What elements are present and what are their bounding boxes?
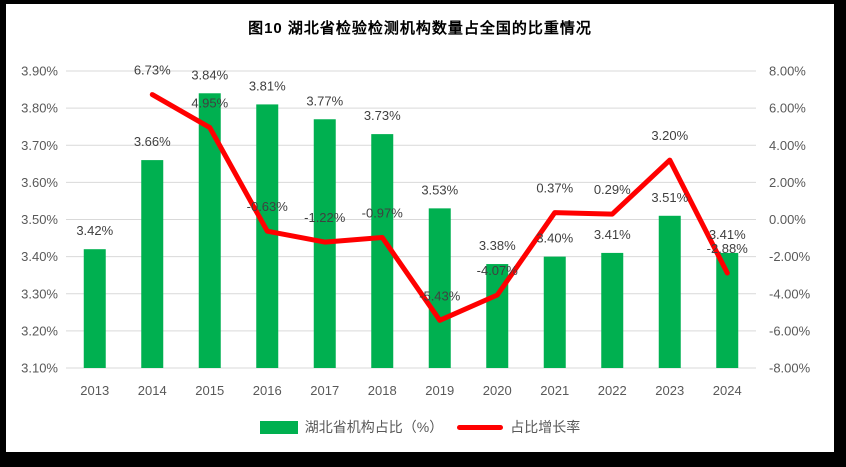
bar-2015	[198, 93, 221, 369]
legend-label-line-series: 占比增长率	[510, 419, 581, 435]
x-axis-label-2024: 2024	[713, 383, 742, 398]
bar-2013	[83, 249, 106, 368]
left-axis-tick: 3.20%	[21, 323, 58, 338]
right-axis-tick: -2.00%	[769, 249, 811, 264]
x-axis-label-2021: 2021	[540, 383, 569, 398]
x-axis-label-2013: 2013	[80, 383, 109, 398]
x-axis-label-2019: 2019	[425, 383, 454, 398]
x-axis-label-2018: 2018	[368, 383, 397, 398]
right-axis-tick: 2.00%	[769, 175, 806, 190]
chart-title: 图10 湖北省检验检测机构数量占全国的比重情况	[248, 20, 592, 37]
left-axis-tick: 3.40%	[21, 249, 58, 264]
left-axis-tick: 3.10%	[21, 361, 58, 376]
bar-2023	[658, 215, 681, 368]
line-label-2019: -5.43%	[419, 288, 461, 303]
legend-item-line-series: 占比增长率	[457, 417, 580, 437]
bar-label-2018: 3.73%	[364, 108, 401, 123]
line-label-2023: 3.20%	[651, 128, 688, 143]
left-axis-tick: 3.60%	[21, 175, 58, 190]
bar-label-2023: 3.51%	[651, 190, 688, 205]
bar-2016	[256, 104, 279, 368]
line-label-2014: 6.73%	[134, 63, 171, 78]
bar-label-2016: 3.81%	[249, 78, 286, 93]
bar-2019	[428, 208, 451, 368]
x-axis-label-2017: 2017	[310, 383, 339, 398]
right-axis-tick: 0.00%	[769, 212, 806, 227]
right-axis-tick: -8.00%	[769, 361, 811, 376]
line-label-2021: 0.37%	[536, 181, 573, 196]
x-axis-label-2023: 2023	[655, 383, 684, 398]
bar-label-2019: 3.53%	[421, 182, 458, 197]
right-axis-tick: 8.00%	[769, 64, 806, 79]
bar-label-2024: 3.41%	[709, 227, 746, 242]
line-label-2022: 0.29%	[594, 182, 631, 197]
bar-2014	[141, 160, 164, 368]
right-axis-tick: -4.00%	[769, 286, 811, 301]
legend-label-bar-series: 湖北省机构占比（%）	[304, 419, 444, 435]
line-label-2018: -0.97%	[362, 206, 404, 221]
line-label-2024: -2.88%	[707, 241, 749, 256]
bar-series-swatch-icon	[259, 420, 298, 434]
x-axis-label-2020: 2020	[483, 383, 512, 398]
bar-label-2021: 3.40%	[536, 231, 573, 246]
bar-label-2017: 3.77%	[306, 93, 343, 108]
left-axis-tick: 3.70%	[21, 138, 58, 153]
chart-canvas: 图10 湖北省检验检测机构数量占全国的比重情况 3.90% 3.80% 3.70% 3…	[6, 4, 834, 452]
right-axis-tick: 6.00%	[769, 101, 806, 116]
line-label-2015: 4.95%	[191, 96, 228, 111]
x-axis-label-2016: 2016	[253, 383, 282, 398]
line-label-2020: -4.07%	[477, 263, 519, 278]
legend: 湖北省机构占比（%） 占比增长率	[6, 417, 834, 437]
line-series-swatch-icon	[457, 424, 504, 430]
plot-area: 3.90% 3.80% 3.70% 3.60% 3.50% 3.40% 3.30% 3.20%…	[21, 63, 811, 398]
line-label-2016: -0.63%	[247, 199, 289, 214]
x-axis-label-2015: 2015	[195, 383, 224, 398]
right-axis-tick: -6.00%	[769, 323, 811, 338]
left-axis-tick: 3.30%	[21, 286, 58, 301]
x-axis-label-2022: 2022	[598, 383, 627, 398]
bar-label-2014: 3.66%	[134, 134, 171, 149]
left-axis-tick: 3.80%	[21, 101, 58, 116]
growth-rate-line	[149, 92, 730, 323]
bar-2024	[716, 252, 739, 368]
bar-2020	[486, 264, 509, 368]
left-axis-tick: 3.50%	[21, 212, 58, 227]
bar-label-2015: 3.84%	[191, 67, 228, 82]
left-axis-tick: 3.90%	[21, 64, 58, 79]
x-axis-label-2014: 2014	[138, 383, 167, 398]
legend-item-bar-series: 湖北省机构占比（%）	[259, 417, 444, 437]
bar-label-2020: 3.38%	[479, 238, 516, 253]
bar-label-2022: 3.41%	[594, 227, 631, 242]
right-axis-tick: 4.00%	[769, 138, 806, 153]
bar-2021	[543, 256, 566, 368]
bar-2022	[601, 252, 624, 368]
bar-2018	[371, 134, 394, 368]
bar-label-2013: 3.42%	[76, 223, 113, 238]
line-label-2017: -1.22%	[304, 210, 346, 225]
